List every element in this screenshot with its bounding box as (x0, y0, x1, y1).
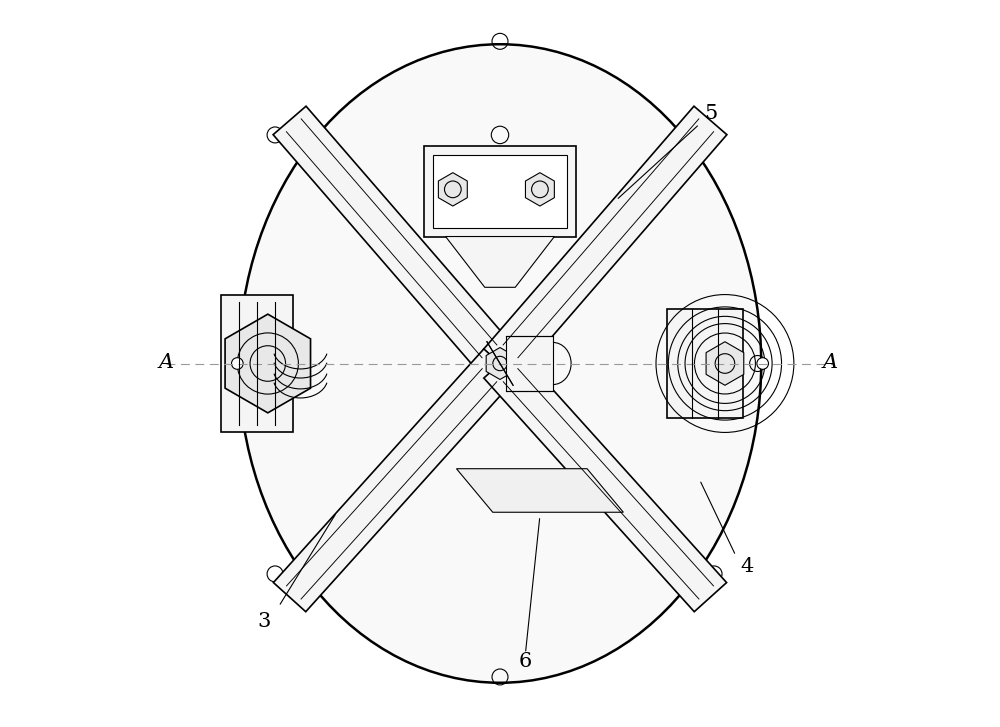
Bar (424, 146, 576, 236)
Ellipse shape (239, 44, 761, 683)
Polygon shape (456, 469, 623, 513)
Circle shape (757, 358, 768, 369)
Bar (221, 294, 293, 433)
Polygon shape (486, 348, 514, 379)
Bar (506, 336, 553, 391)
Text: 6: 6 (519, 651, 532, 670)
Polygon shape (273, 349, 516, 611)
Circle shape (232, 358, 243, 369)
Text: 3: 3 (257, 611, 271, 630)
Polygon shape (446, 236, 554, 287)
Text: A: A (823, 353, 838, 371)
Polygon shape (273, 106, 516, 378)
Bar (433, 155, 567, 228)
Text: 4: 4 (740, 557, 753, 577)
Polygon shape (484, 106, 727, 378)
Text: 5: 5 (704, 104, 717, 123)
Polygon shape (525, 173, 554, 206)
Polygon shape (706, 342, 744, 385)
Text: A: A (159, 353, 174, 371)
Polygon shape (484, 349, 727, 611)
Polygon shape (225, 314, 311, 413)
Bar (667, 309, 743, 418)
Polygon shape (438, 173, 467, 206)
